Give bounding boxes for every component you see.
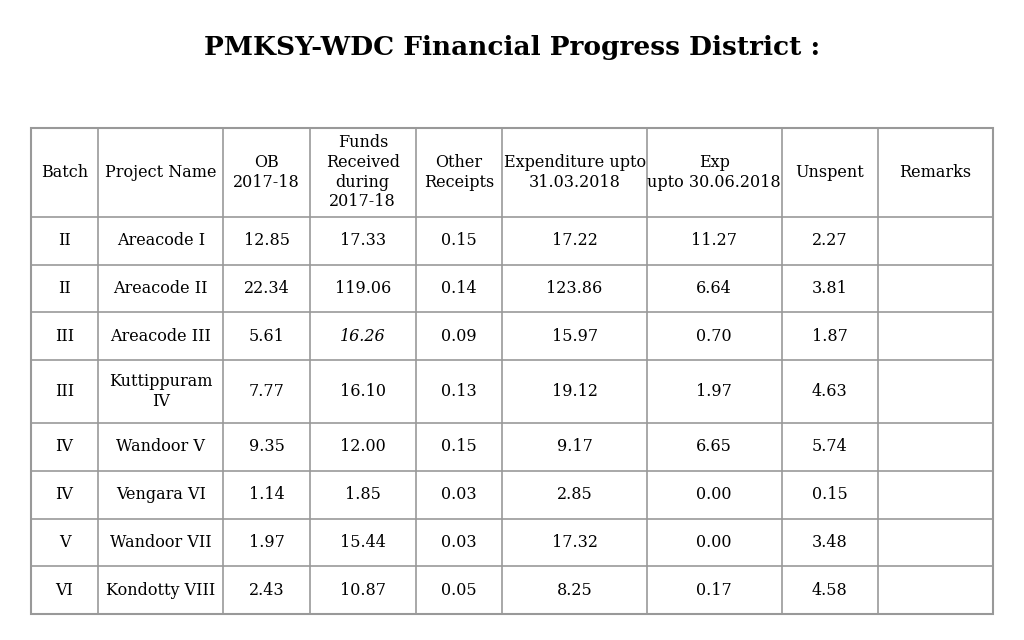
Text: 9.17: 9.17 xyxy=(557,438,593,455)
Text: 0.09: 0.09 xyxy=(441,328,477,345)
Text: 123.86: 123.86 xyxy=(547,280,603,297)
Text: 5.61: 5.61 xyxy=(249,328,285,345)
Text: 17.32: 17.32 xyxy=(552,534,598,551)
Text: 0.14: 0.14 xyxy=(441,280,477,297)
Text: 5.74: 5.74 xyxy=(812,438,848,455)
Text: 17.22: 17.22 xyxy=(552,232,597,249)
Text: 6.64: 6.64 xyxy=(696,280,732,297)
Text: III: III xyxy=(55,328,74,345)
Text: IV: IV xyxy=(55,438,74,455)
Text: 0.15: 0.15 xyxy=(441,232,477,249)
Text: 16.26: 16.26 xyxy=(340,328,386,345)
Text: Areacode II: Areacode II xyxy=(114,280,208,297)
Text: 3.81: 3.81 xyxy=(812,280,848,297)
Text: 8.25: 8.25 xyxy=(557,582,593,599)
Text: Funds
Received
during
2017-18: Funds Received during 2017-18 xyxy=(326,134,399,210)
Text: 1.97: 1.97 xyxy=(249,534,285,551)
Text: Exp
upto 30.06.2018: Exp upto 30.06.2018 xyxy=(647,154,781,191)
Text: 16.10: 16.10 xyxy=(340,383,386,400)
Text: 2.27: 2.27 xyxy=(812,232,848,249)
Text: 4.63: 4.63 xyxy=(812,383,848,400)
Text: 15.97: 15.97 xyxy=(552,328,598,345)
Text: 9.35: 9.35 xyxy=(249,438,285,455)
Text: Kuttippuram
IV: Kuttippuram IV xyxy=(109,373,212,410)
Text: 2.85: 2.85 xyxy=(557,486,593,503)
Text: III: III xyxy=(55,383,74,400)
Text: V: V xyxy=(58,534,71,551)
Text: Areacode I: Areacode I xyxy=(117,232,205,249)
Text: 17.33: 17.33 xyxy=(340,232,386,249)
Text: Vengara VI: Vengara VI xyxy=(116,486,206,503)
Text: PMKSY-WDC Financial Progress District :: PMKSY-WDC Financial Progress District : xyxy=(204,35,820,60)
Text: Project Name: Project Name xyxy=(104,164,216,181)
Text: 19.12: 19.12 xyxy=(552,383,598,400)
Text: Expenditure upto
31.03.2018: Expenditure upto 31.03.2018 xyxy=(504,154,645,191)
Text: 0.05: 0.05 xyxy=(441,582,477,599)
Text: Unspent: Unspent xyxy=(796,164,864,181)
Text: 0.17: 0.17 xyxy=(696,582,732,599)
Text: 1.14: 1.14 xyxy=(249,486,285,503)
Text: Wandoor VII: Wandoor VII xyxy=(110,534,212,551)
Text: Areacode III: Areacode III xyxy=(111,328,211,345)
Text: II: II xyxy=(58,232,71,249)
Text: 1.87: 1.87 xyxy=(812,328,848,345)
Text: 0.70: 0.70 xyxy=(696,328,732,345)
Text: 7.77: 7.77 xyxy=(249,383,285,400)
Text: II: II xyxy=(58,280,71,297)
Text: 2.43: 2.43 xyxy=(249,582,285,599)
Text: 0.15: 0.15 xyxy=(441,438,477,455)
Text: 0.03: 0.03 xyxy=(441,534,477,551)
Text: Other
Receipts: Other Receipts xyxy=(424,154,495,191)
Text: 11.27: 11.27 xyxy=(691,232,737,249)
Text: 0.00: 0.00 xyxy=(696,486,732,503)
Text: 6.65: 6.65 xyxy=(696,438,732,455)
Text: Wandoor V: Wandoor V xyxy=(117,438,205,455)
Text: 4.58: 4.58 xyxy=(812,582,848,599)
Text: OB
2017-18: OB 2017-18 xyxy=(233,154,300,191)
Text: 0.15: 0.15 xyxy=(812,486,848,503)
Text: 0.13: 0.13 xyxy=(441,383,477,400)
Text: Kondotty VIII: Kondotty VIII xyxy=(106,582,215,599)
Text: Remarks: Remarks xyxy=(899,164,972,181)
Text: Batch: Batch xyxy=(41,164,88,181)
Text: 22.34: 22.34 xyxy=(244,280,290,297)
Text: 3.48: 3.48 xyxy=(812,534,848,551)
Text: 12.00: 12.00 xyxy=(340,438,386,455)
Text: VI: VI xyxy=(55,582,74,599)
Text: 119.06: 119.06 xyxy=(335,280,391,297)
Text: IV: IV xyxy=(55,486,74,503)
Text: 10.87: 10.87 xyxy=(340,582,386,599)
Text: 0.00: 0.00 xyxy=(696,534,732,551)
Text: 0.03: 0.03 xyxy=(441,486,477,503)
Text: 12.85: 12.85 xyxy=(244,232,290,249)
Text: 1.85: 1.85 xyxy=(345,486,381,503)
Text: 1.97: 1.97 xyxy=(696,383,732,400)
Text: 15.44: 15.44 xyxy=(340,534,386,551)
